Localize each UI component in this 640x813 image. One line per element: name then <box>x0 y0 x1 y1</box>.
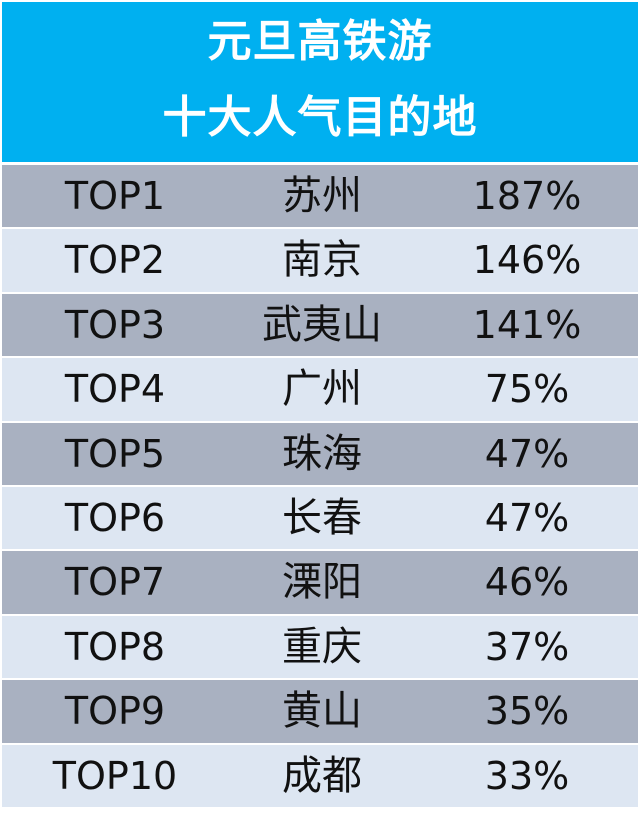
title-line-1: 元旦高铁游 <box>207 16 433 67</box>
percent-cell: 75% <box>484 367 570 412</box>
percent-cell: 33% <box>484 753 570 798</box>
table-row: TOP8 重庆 37% <box>2 615 638 681</box>
table-row: TOP1 苏州 187% <box>2 165 638 230</box>
rank-cell: TOP1 <box>64 174 166 218</box>
table-row: TOP10 成都 33% <box>2 744 638 809</box>
table-row: TOP5 珠海 47% <box>2 422 638 487</box>
table-row: TOP3 武夷山 141% <box>2 293 638 359</box>
percent-cell: 146% <box>472 238 582 283</box>
rank-cell: TOP7 <box>64 560 166 605</box>
percent-cell: 47% <box>484 431 570 476</box>
city-cell: 长春 <box>282 495 362 541</box>
city-cell: 武夷山 <box>262 301 382 348</box>
rank-cell: TOP5 <box>64 431 166 476</box>
percent-cell: 141% <box>472 302 582 347</box>
city-cell: 广州 <box>282 366 362 413</box>
title-line-2: 十大人气目的地 <box>162 92 478 143</box>
percent-cell: 35% <box>484 689 570 734</box>
city-cell: 重庆 <box>282 623 362 670</box>
table-row: TOP6 长春 47% <box>2 487 638 552</box>
rank-cell: TOP9 <box>64 689 166 734</box>
table-row: TOP7 溧阳 46% <box>2 551 638 616</box>
rank-cell: TOP4 <box>64 367 166 412</box>
city-cell: 成都 <box>282 752 362 799</box>
rank-cell: TOP10 <box>52 753 178 798</box>
percent-cell: 47% <box>484 496 570 540</box>
city-cell: 苏州 <box>282 173 362 219</box>
rank-cell: TOP8 <box>64 624 166 669</box>
city-cell: 珠海 <box>282 430 362 477</box>
percent-cell: 187% <box>472 174 582 218</box>
rank-cell: TOP6 <box>64 496 166 540</box>
city-cell: 南京 <box>282 237 362 284</box>
rank-cell: TOP3 <box>64 302 166 347</box>
percent-cell: 46% <box>484 560 570 605</box>
table-row: TOP4 广州 75% <box>2 358 638 423</box>
city-cell: 溧阳 <box>282 559 362 606</box>
table-row: TOP2 南京 146% <box>2 229 638 294</box>
percent-cell: 37% <box>484 624 570 669</box>
ranking-table: TOP1 苏州 187% TOP2 南京 146% TOP3 武夷山 141% … <box>2 165 638 809</box>
table-row: TOP9 黄山 35% <box>2 680 638 745</box>
city-cell: 黄山 <box>282 688 362 735</box>
rank-cell: TOP2 <box>64 238 166 283</box>
table-header: 元旦高铁游 十大人气目的地 <box>2 2 638 165</box>
